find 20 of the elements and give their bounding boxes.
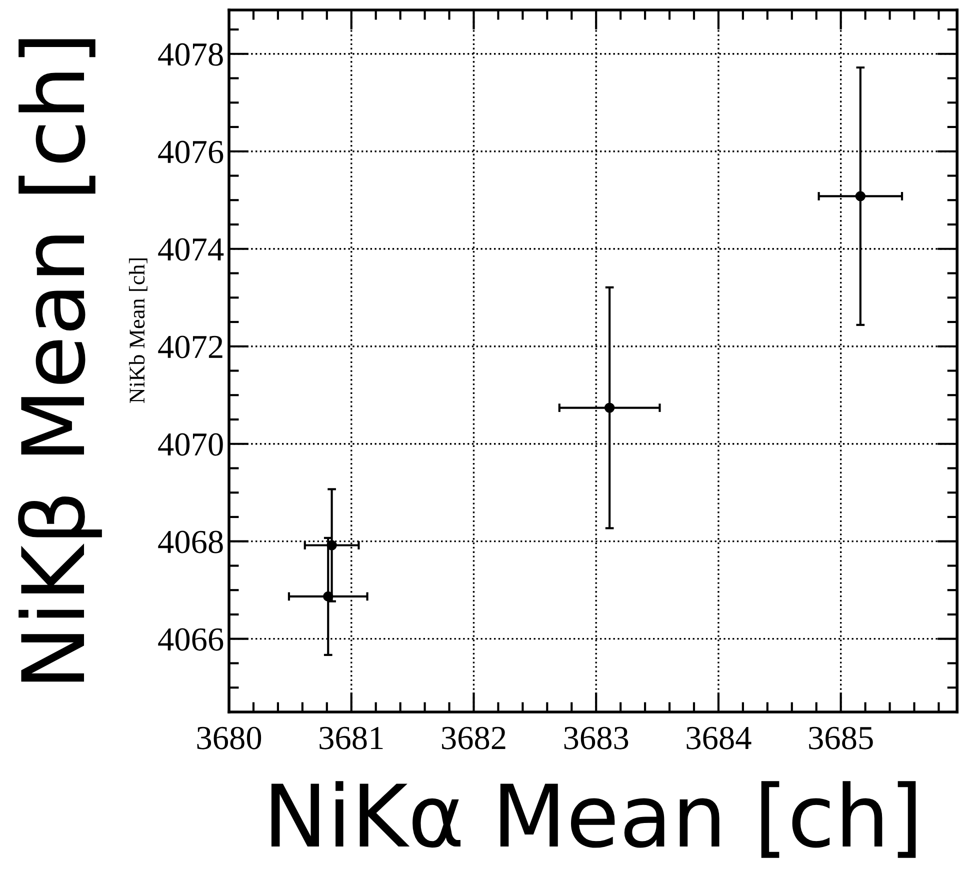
- point: [326, 540, 337, 550]
- point: [604, 402, 615, 413]
- x-tick-label: 3683: [564, 726, 628, 750]
- point: [323, 591, 334, 602]
- x-tick-label: 3680: [197, 726, 262, 750]
- y-tick-label: 4066: [158, 628, 224, 651]
- x-tick-label: 3681: [320, 726, 383, 750]
- point: [855, 191, 866, 202]
- x-tick-label: 3682: [442, 726, 506, 750]
- y-tick-label: 4068: [158, 530, 223, 554]
- x-axis-title: NiKα Mean [ch]: [271, 781, 916, 858]
- y-tick-label: 4072: [158, 336, 222, 358]
- x-tick-label: 3685: [809, 726, 873, 750]
- y-tick-label: 4070: [158, 433, 223, 456]
- x-tick-label: 3684: [686, 726, 752, 750]
- y-tick-label: 4078: [158, 43, 223, 66]
- y-tick-label: 4074: [158, 238, 224, 261]
- y-axis-title: NiKβ Mean [ch]: [18, 39, 102, 682]
- text: NiKb Mean [ch]: [128, 258, 148, 404]
- y-tick-label: 4076: [158, 140, 224, 164]
